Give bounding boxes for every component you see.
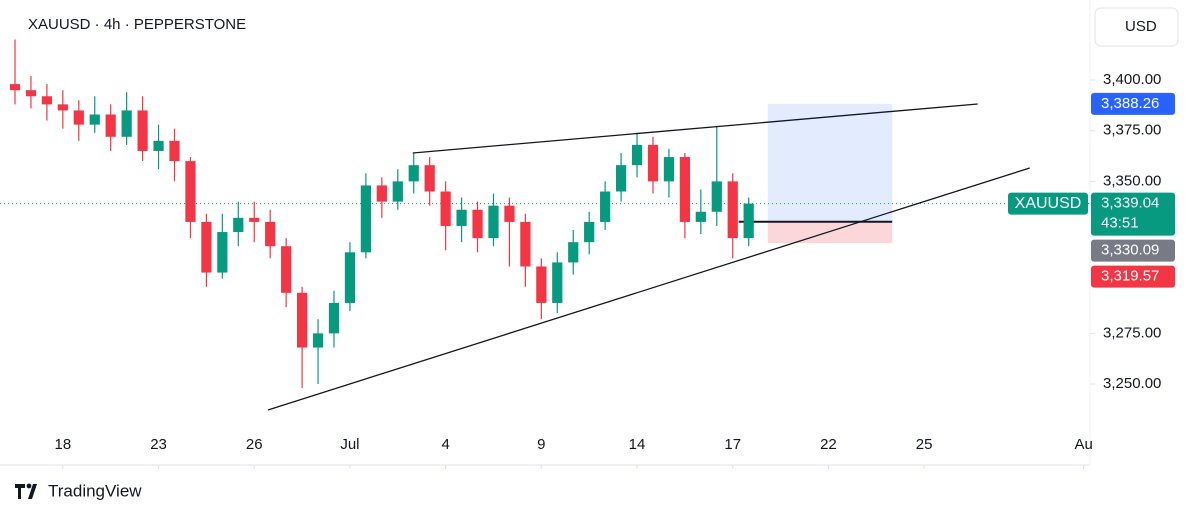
candle-body	[408, 165, 419, 182]
candle-body	[9, 84, 21, 91]
candle-body	[41, 96, 52, 105]
x-tick-label: 9	[537, 436, 545, 453]
candle-body	[647, 144, 659, 182]
candle-body	[424, 165, 435, 192]
trendline	[412, 103, 978, 154]
candle-body	[584, 221, 595, 243]
candle-body	[89, 114, 100, 125]
logo	[15, 483, 37, 499]
candle-body	[615, 165, 627, 192]
symbol-badge-label: XAUUSD	[1015, 195, 1082, 212]
candle-body	[57, 104, 68, 111]
candle-body	[552, 262, 563, 303]
candle-body	[663, 157, 675, 182]
candle-body	[440, 191, 451, 226]
candle-body	[679, 157, 690, 222]
candle-body	[504, 205, 515, 222]
candle-body	[392, 181, 403, 202]
trendline	[267, 167, 1030, 411]
candle-body	[233, 217, 244, 233]
candle-body	[328, 302, 340, 334]
x-tick-label: 23	[150, 436, 167, 453]
x-tick-label: 17	[724, 436, 741, 453]
y-tick-label: 3,350.00	[1103, 172, 1161, 189]
candle-body	[536, 266, 547, 303]
x-tick-label: 4	[441, 436, 449, 453]
candle-body	[281, 246, 292, 293]
candle-body	[360, 185, 371, 253]
candle-body	[217, 232, 228, 273]
candle-body	[185, 161, 196, 222]
price-badge	[1091, 239, 1175, 262]
candle-body	[472, 209, 483, 239]
candle-body	[296, 292, 308, 348]
candle-body	[376, 185, 387, 202]
price-badge-label: 3,388.26	[1101, 95, 1159, 112]
candle-body	[488, 205, 499, 239]
currency-button[interactable]	[1094, 7, 1179, 47]
y-tick-label: 3,275.00	[1103, 324, 1161, 341]
x-tick-label: Au	[1074, 436, 1092, 453]
candle-body	[73, 110, 84, 125]
candle-body	[695, 211, 706, 222]
candle-body	[344, 252, 356, 303]
stop-zone	[767, 221, 893, 244]
candle-body	[25, 90, 37, 97]
price-badge	[1091, 265, 1175, 288]
candle-body	[265, 221, 276, 247]
candle-body	[743, 203, 754, 239]
candle-body	[105, 114, 116, 137]
y-tick-label: 3,375.00	[1103, 122, 1161, 139]
target-zone	[767, 103, 893, 222]
x-tick-label: 22	[820, 436, 837, 453]
candle-body	[456, 209, 467, 226]
price-badge-label: 3,319.57	[1101, 268, 1159, 285]
countdown: 43:51	[1101, 215, 1139, 232]
x-tick-label: 25	[916, 436, 933, 453]
x-tick-label: Jul	[340, 436, 359, 453]
candle-body	[137, 110, 148, 151]
candle-body	[121, 110, 132, 137]
plot	[0, 39, 1090, 411]
candle-body	[520, 221, 531, 267]
candle-body	[249, 217, 260, 222]
price-badge	[1091, 192, 1175, 236]
x-tick-label: 26	[246, 436, 263, 453]
candle-body	[568, 242, 579, 263]
candle-body	[600, 191, 611, 222]
price-badge-label: 3,330.09	[1101, 242, 1159, 259]
y-tick-label: 3,400.00	[1103, 71, 1161, 88]
candle-body	[727, 181, 738, 239]
x-tick-label: 14	[629, 436, 646, 453]
price-badge	[1091, 92, 1175, 115]
x-tick-label: 18	[54, 436, 71, 453]
symbol-badge	[1008, 192, 1088, 215]
symbol-title: XAUUSD · 4h · PEPPERSTONE	[28, 16, 246, 33]
brand: TradingView	[48, 481, 142, 500]
candle-body	[153, 140, 164, 151]
candle-body	[201, 221, 212, 273]
y-tick-label: 3,250.00	[1103, 375, 1161, 392]
candle-body	[312, 333, 324, 348]
candle-body	[169, 140, 180, 162]
price-badge-label: 3,339.04	[1101, 195, 1159, 212]
candle-body	[631, 144, 643, 166]
candle-body	[711, 181, 722, 212]
currency-label[interactable]: USD	[1125, 18, 1157, 35]
